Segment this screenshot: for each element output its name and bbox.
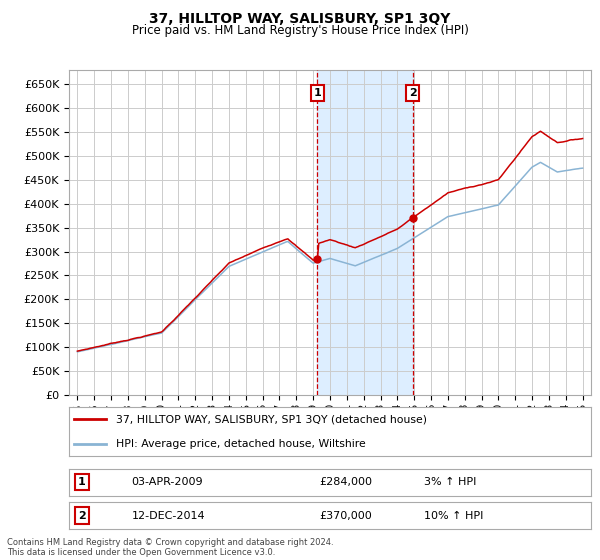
Text: Contains HM Land Registry data © Crown copyright and database right 2024.
This d: Contains HM Land Registry data © Crown c… [7, 538, 334, 557]
Text: Price paid vs. HM Land Registry's House Price Index (HPI): Price paid vs. HM Land Registry's House … [131, 24, 469, 36]
Text: 1: 1 [78, 477, 86, 487]
Text: 12-DEC-2014: 12-DEC-2014 [131, 511, 205, 521]
Text: 37, HILLTOP WAY, SALISBURY, SP1 3QY: 37, HILLTOP WAY, SALISBURY, SP1 3QY [149, 12, 451, 26]
Bar [317, 70, 413, 395]
Text: HPI: Average price, detached house, Wiltshire: HPI: Average price, detached house, Wilt… [116, 439, 366, 449]
Text: 2: 2 [78, 511, 86, 521]
Text: 37, HILLTOP WAY, SALISBURY, SP1 3QY (detached house): 37, HILLTOP WAY, SALISBURY, SP1 3QY (det… [116, 414, 427, 424]
Text: 03-APR-2009: 03-APR-2009 [131, 477, 203, 487]
Text: 1: 1 [313, 88, 321, 98]
Text: £284,000: £284,000 [320, 477, 373, 487]
Text: £370,000: £370,000 [320, 511, 373, 521]
Text: 2: 2 [409, 88, 417, 98]
Text: 10% ↑ HPI: 10% ↑ HPI [424, 511, 484, 521]
Text: 3% ↑ HPI: 3% ↑ HPI [424, 477, 476, 487]
